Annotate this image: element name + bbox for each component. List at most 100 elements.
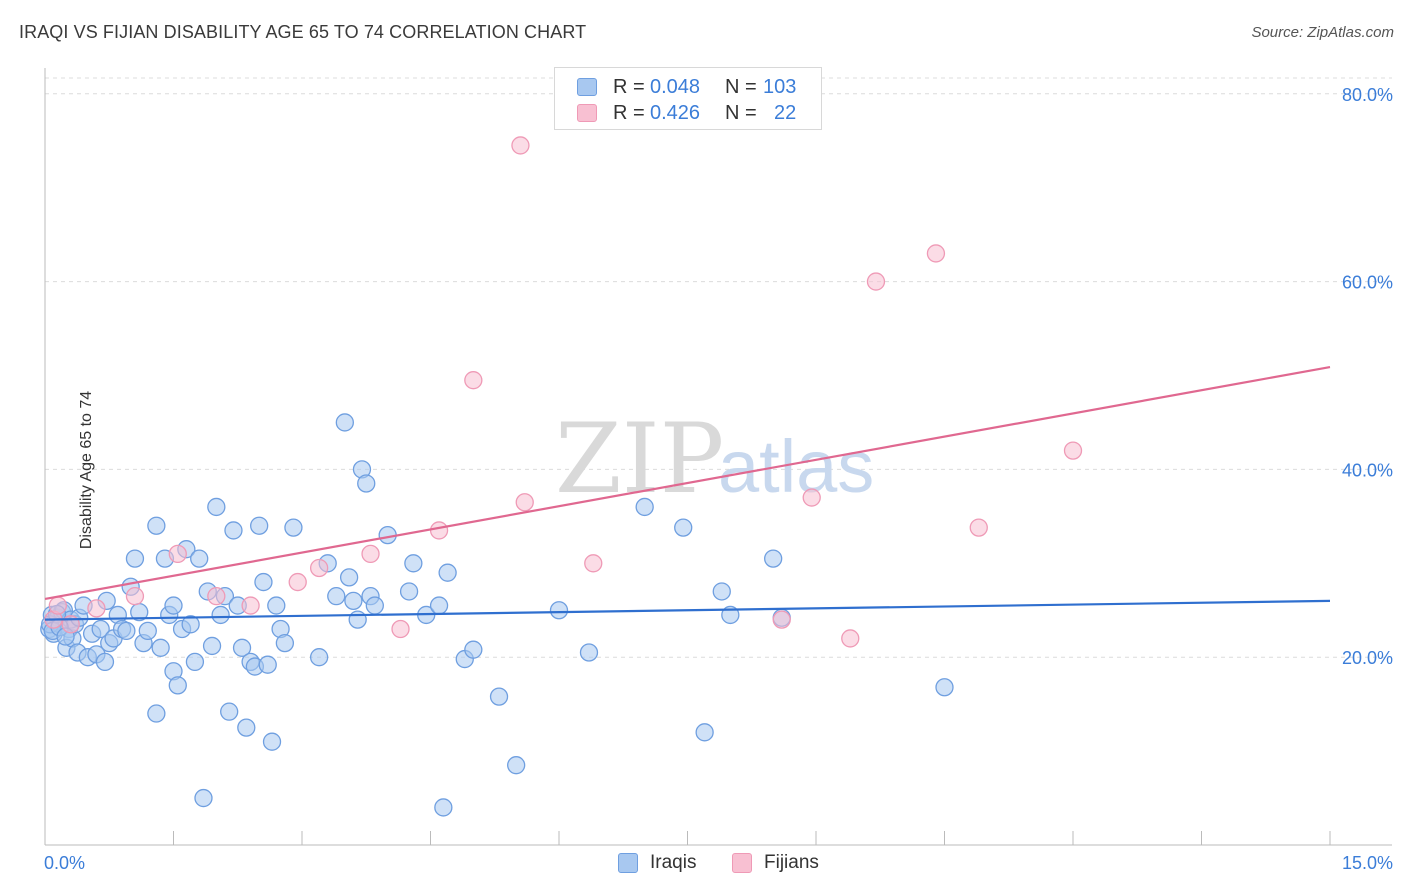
legend-label-iraqis: Iraqis	[650, 852, 697, 873]
iraqi-point	[695, 723, 714, 742]
fijian-point	[802, 488, 821, 507]
fijian-point	[288, 572, 307, 592]
iraqi-point	[91, 619, 110, 639]
y-tick-label: 80.0%	[1342, 85, 1393, 105]
fijians-swatch	[577, 104, 597, 122]
iraqi-point	[207, 497, 226, 517]
iraqi-point	[95, 652, 115, 672]
iraqi-point	[399, 582, 419, 601]
fijian-point	[48, 596, 67, 615]
fijian-point	[361, 544, 380, 564]
iraqi-point	[117, 621, 136, 641]
iraqi-point	[404, 554, 423, 573]
fijians-swatch	[732, 853, 752, 873]
y-tick-label: 60.0%	[1342, 273, 1393, 293]
iraqis-trend-line	[44, 599, 1331, 621]
iraqi-point	[147, 516, 166, 535]
iraqi-point	[507, 756, 526, 775]
fijian-point	[464, 371, 483, 390]
iraqi-point	[335, 413, 354, 432]
iraqi-point	[764, 549, 783, 568]
iraqi-point	[232, 638, 252, 657]
iraqi-point	[258, 655, 277, 674]
n-label: N =	[725, 102, 757, 124]
iraqi-point	[434, 798, 453, 817]
iraqi-point	[262, 732, 282, 751]
fijian-point	[926, 244, 946, 263]
fijian-point	[866, 272, 886, 291]
fijian-point	[515, 493, 534, 512]
iraqi-point	[211, 605, 230, 625]
iraqi-point	[549, 601, 569, 620]
iraqi-point	[237, 718, 256, 737]
fijian-point	[1063, 441, 1083, 460]
fijian-point	[87, 599, 106, 618]
fijian-point	[772, 610, 791, 629]
watermark-zip: ZIP	[555, 403, 724, 515]
x-tick-label: 15.0%	[1342, 853, 1393, 873]
r-label: R =	[613, 76, 645, 98]
iraqi-point	[348, 610, 367, 629]
y-tick-label: 20.0%	[1342, 648, 1393, 668]
r-label: R =	[613, 102, 645, 124]
iraqi-point	[202, 636, 222, 656]
iraqi-point	[309, 648, 329, 667]
iraqi-point	[147, 704, 166, 723]
source-label: Source: ZipAtlas.com	[1251, 24, 1394, 41]
iraqi-point	[712, 582, 731, 601]
iraqi-point	[344, 591, 363, 611]
n-value: 22	[774, 102, 797, 124]
y-axis-label: Disability Age 65 to 74	[78, 390, 96, 550]
iraqi-point	[365, 596, 384, 615]
n-value: 103	[763, 76, 797, 98]
fijian-point	[969, 518, 988, 537]
fijian-point	[511, 136, 530, 155]
legend-label-fijians: Fijians	[764, 852, 819, 873]
watermark-atlas: atlas	[718, 425, 874, 508]
watermark: ZIP atlas	[555, 403, 874, 515]
iraqi-point	[138, 621, 157, 641]
fijian-point	[207, 587, 226, 606]
fijian-point	[841, 629, 860, 648]
x-tick-label: 0.0%	[44, 853, 85, 873]
iraqi-point	[151, 638, 170, 657]
fijians-trend-line	[44, 365, 1331, 601]
iraqi-point	[339, 568, 359, 587]
fijian-point	[125, 587, 145, 606]
iraqi-point	[579, 643, 599, 662]
iraqi-point	[635, 497, 654, 517]
iraqi-point	[254, 572, 273, 592]
iraqi-point	[284, 518, 303, 537]
iraqi-point	[438, 563, 457, 582]
fijian-point	[584, 554, 603, 573]
iraqi-point	[181, 615, 200, 634]
iraqi-point	[429, 596, 449, 615]
iraqis-swatch	[577, 78, 597, 96]
iraqi-point	[224, 521, 243, 540]
iraqi-point	[489, 687, 509, 706]
iraqi-point	[164, 596, 183, 615]
iraqi-point	[935, 678, 954, 697]
fijian-point	[168, 544, 187, 564]
iraqi-point	[168, 676, 187, 695]
iraqi-point	[125, 549, 145, 568]
fijian-point	[429, 521, 449, 540]
iraqi-point	[250, 516, 269, 535]
iraqi-point	[327, 587, 346, 606]
n-label: N =	[725, 76, 757, 98]
iraqi-point	[185, 652, 205, 672]
iraqi-point	[674, 518, 693, 537]
iraqi-point	[464, 640, 483, 659]
chart-title: IRAQI VS FIJIAN DISABILITY AGE 65 TO 74 …	[19, 22, 587, 42]
iraqi-point	[190, 549, 209, 568]
fijian-point	[309, 558, 329, 578]
iraqi-point	[267, 596, 286, 615]
iraqi-point	[220, 702, 239, 721]
r-value: 0.426	[650, 102, 701, 124]
stats-legend: R = 0.048 N = 103 R = 0.426 N = 22	[554, 67, 822, 130]
fijian-point	[241, 596, 260, 615]
iraqi-point	[275, 633, 295, 653]
r-value: 0.048	[650, 76, 701, 98]
y-tick-label: 40.0%	[1342, 460, 1393, 480]
